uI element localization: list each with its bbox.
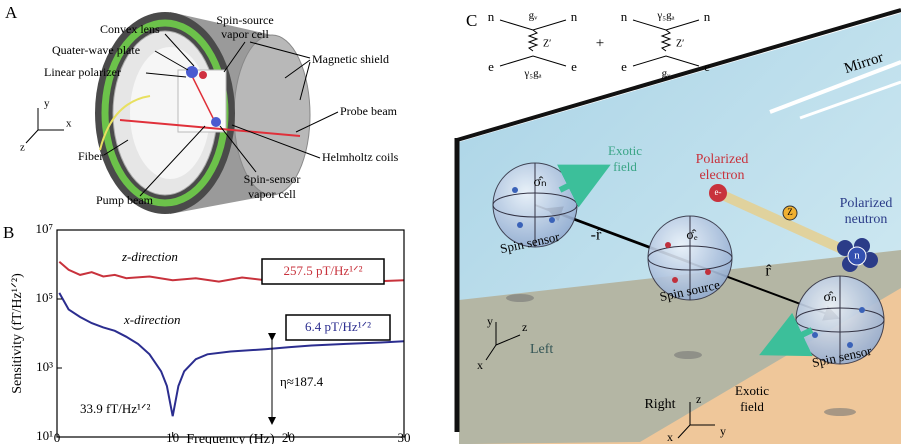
x-tick-label: 10	[166, 430, 179, 444]
device-label: Spin-sensor	[244, 172, 301, 186]
series-line	[59, 293, 404, 416]
axes-label: Left	[530, 342, 553, 357]
device-label: Pump beam	[96, 193, 154, 207]
label: n	[571, 9, 578, 24]
spin-symbol: σ̂ₙ	[533, 175, 546, 190]
series-name: x-direction	[123, 312, 181, 327]
annotation: 257.5 pT/Hz¹ᐟ²	[283, 263, 362, 278]
device-label: Magnetic shield	[312, 52, 389, 66]
annotation: 6.4 pT/Hz¹ᐟ²	[305, 319, 371, 334]
label: n	[488, 9, 495, 24]
chart: 10¹ 10³ 10⁵ 10⁷ 0 10 20 30 Frequency (Hz) Sensiti…	[3, 221, 411, 444]
exotic-field-label: field	[613, 159, 637, 174]
x-tick-label: 20	[282, 430, 295, 444]
label: n	[621, 9, 628, 24]
coupling: gᵥ	[662, 68, 672, 80]
panel-label: A	[5, 3, 18, 22]
y-tick-label: 10¹	[36, 428, 53, 443]
device-label: Spin-source	[216, 13, 273, 27]
electron-label: Polarized	[696, 152, 749, 167]
neutron-label: Polarized	[840, 196, 893, 211]
coupling: gᵥ	[529, 10, 539, 22]
coupling: γ₅gₐ	[656, 10, 674, 22]
spin-sensor-cell	[211, 117, 221, 127]
axis-name: z	[696, 392, 701, 406]
axis-name: y	[44, 98, 50, 110]
coupling: γ₅gₐ	[523, 68, 541, 80]
boson-symbol: Z	[787, 207, 793, 217]
series-name: z-direction	[121, 249, 178, 264]
label: e	[621, 59, 627, 74]
plus-sign: +	[596, 35, 604, 51]
y-tick-label: 10⁵	[35, 290, 53, 305]
shadow	[824, 408, 856, 416]
axis-name: x	[66, 118, 72, 130]
shadow	[506, 294, 534, 302]
spin-symbol: σ̂ₑ	[686, 228, 698, 243]
annotation: 33.9 fT/Hz¹ᐟ²	[80, 401, 150, 416]
shadow	[674, 351, 702, 359]
spin-source-cell	[199, 71, 207, 79]
x-tick-label: 0	[54, 430, 61, 444]
boson-label: Z′	[543, 38, 551, 49]
electron-label: electron	[699, 168, 744, 183]
figure: 10¹ 10³ 10⁵ 10⁷ 0 10 20 30 Frequency (Hz) Sensiti…	[0, 0, 901, 444]
device-label: Quater-wave plate	[52, 43, 140, 57]
axis-name: y	[487, 314, 493, 328]
device-label: Linear polarizer	[44, 65, 121, 79]
device-label: vapor cell	[248, 187, 296, 201]
spin-symbol: σ̂ₙ	[823, 290, 836, 305]
label: n	[704, 9, 711, 24]
y-tick-label: 10⁷	[35, 221, 53, 236]
axis-name: z	[522, 320, 527, 334]
panel-label: C	[466, 11, 477, 30]
label: e	[571, 59, 577, 74]
axis-name: x	[667, 430, 673, 444]
x-axis-label: Frequency (Hz)	[186, 432, 275, 444]
axes-label: Right	[644, 397, 675, 412]
boson-label: Z′	[676, 38, 684, 49]
label: e	[704, 59, 710, 74]
exotic-field-label: Exotic	[735, 383, 769, 398]
axis-name: z	[20, 142, 25, 154]
electron-symbol: e-	[715, 187, 722, 197]
y-axis-label: Sensitivity (fT/Hz¹ᐟ²)	[10, 273, 25, 394]
polarizer	[186, 66, 198, 78]
device-label: Fiber	[78, 149, 103, 163]
device-label: Convex lens	[100, 22, 160, 36]
x-tick-label: 30	[398, 430, 411, 444]
device-label: Helmholtz coils	[322, 150, 399, 164]
annotation: η≈187.4	[280, 374, 324, 389]
neutron-symbol: n	[854, 250, 860, 262]
axes-a	[26, 108, 64, 143]
label: e	[488, 59, 494, 74]
device-label: vapor cell	[221, 27, 269, 41]
neutron-label: neutron	[845, 212, 888, 227]
device-label: Probe beam	[340, 104, 398, 118]
axis-name: x	[477, 358, 483, 372]
axis-name: y	[720, 424, 726, 438]
panel-label: B	[3, 223, 14, 242]
y-tick-label: 10³	[36, 359, 53, 374]
exotic-field-label: Exotic	[608, 143, 642, 158]
vector-label: -r̂	[591, 227, 603, 244]
exotic-field-label: field	[740, 399, 764, 414]
